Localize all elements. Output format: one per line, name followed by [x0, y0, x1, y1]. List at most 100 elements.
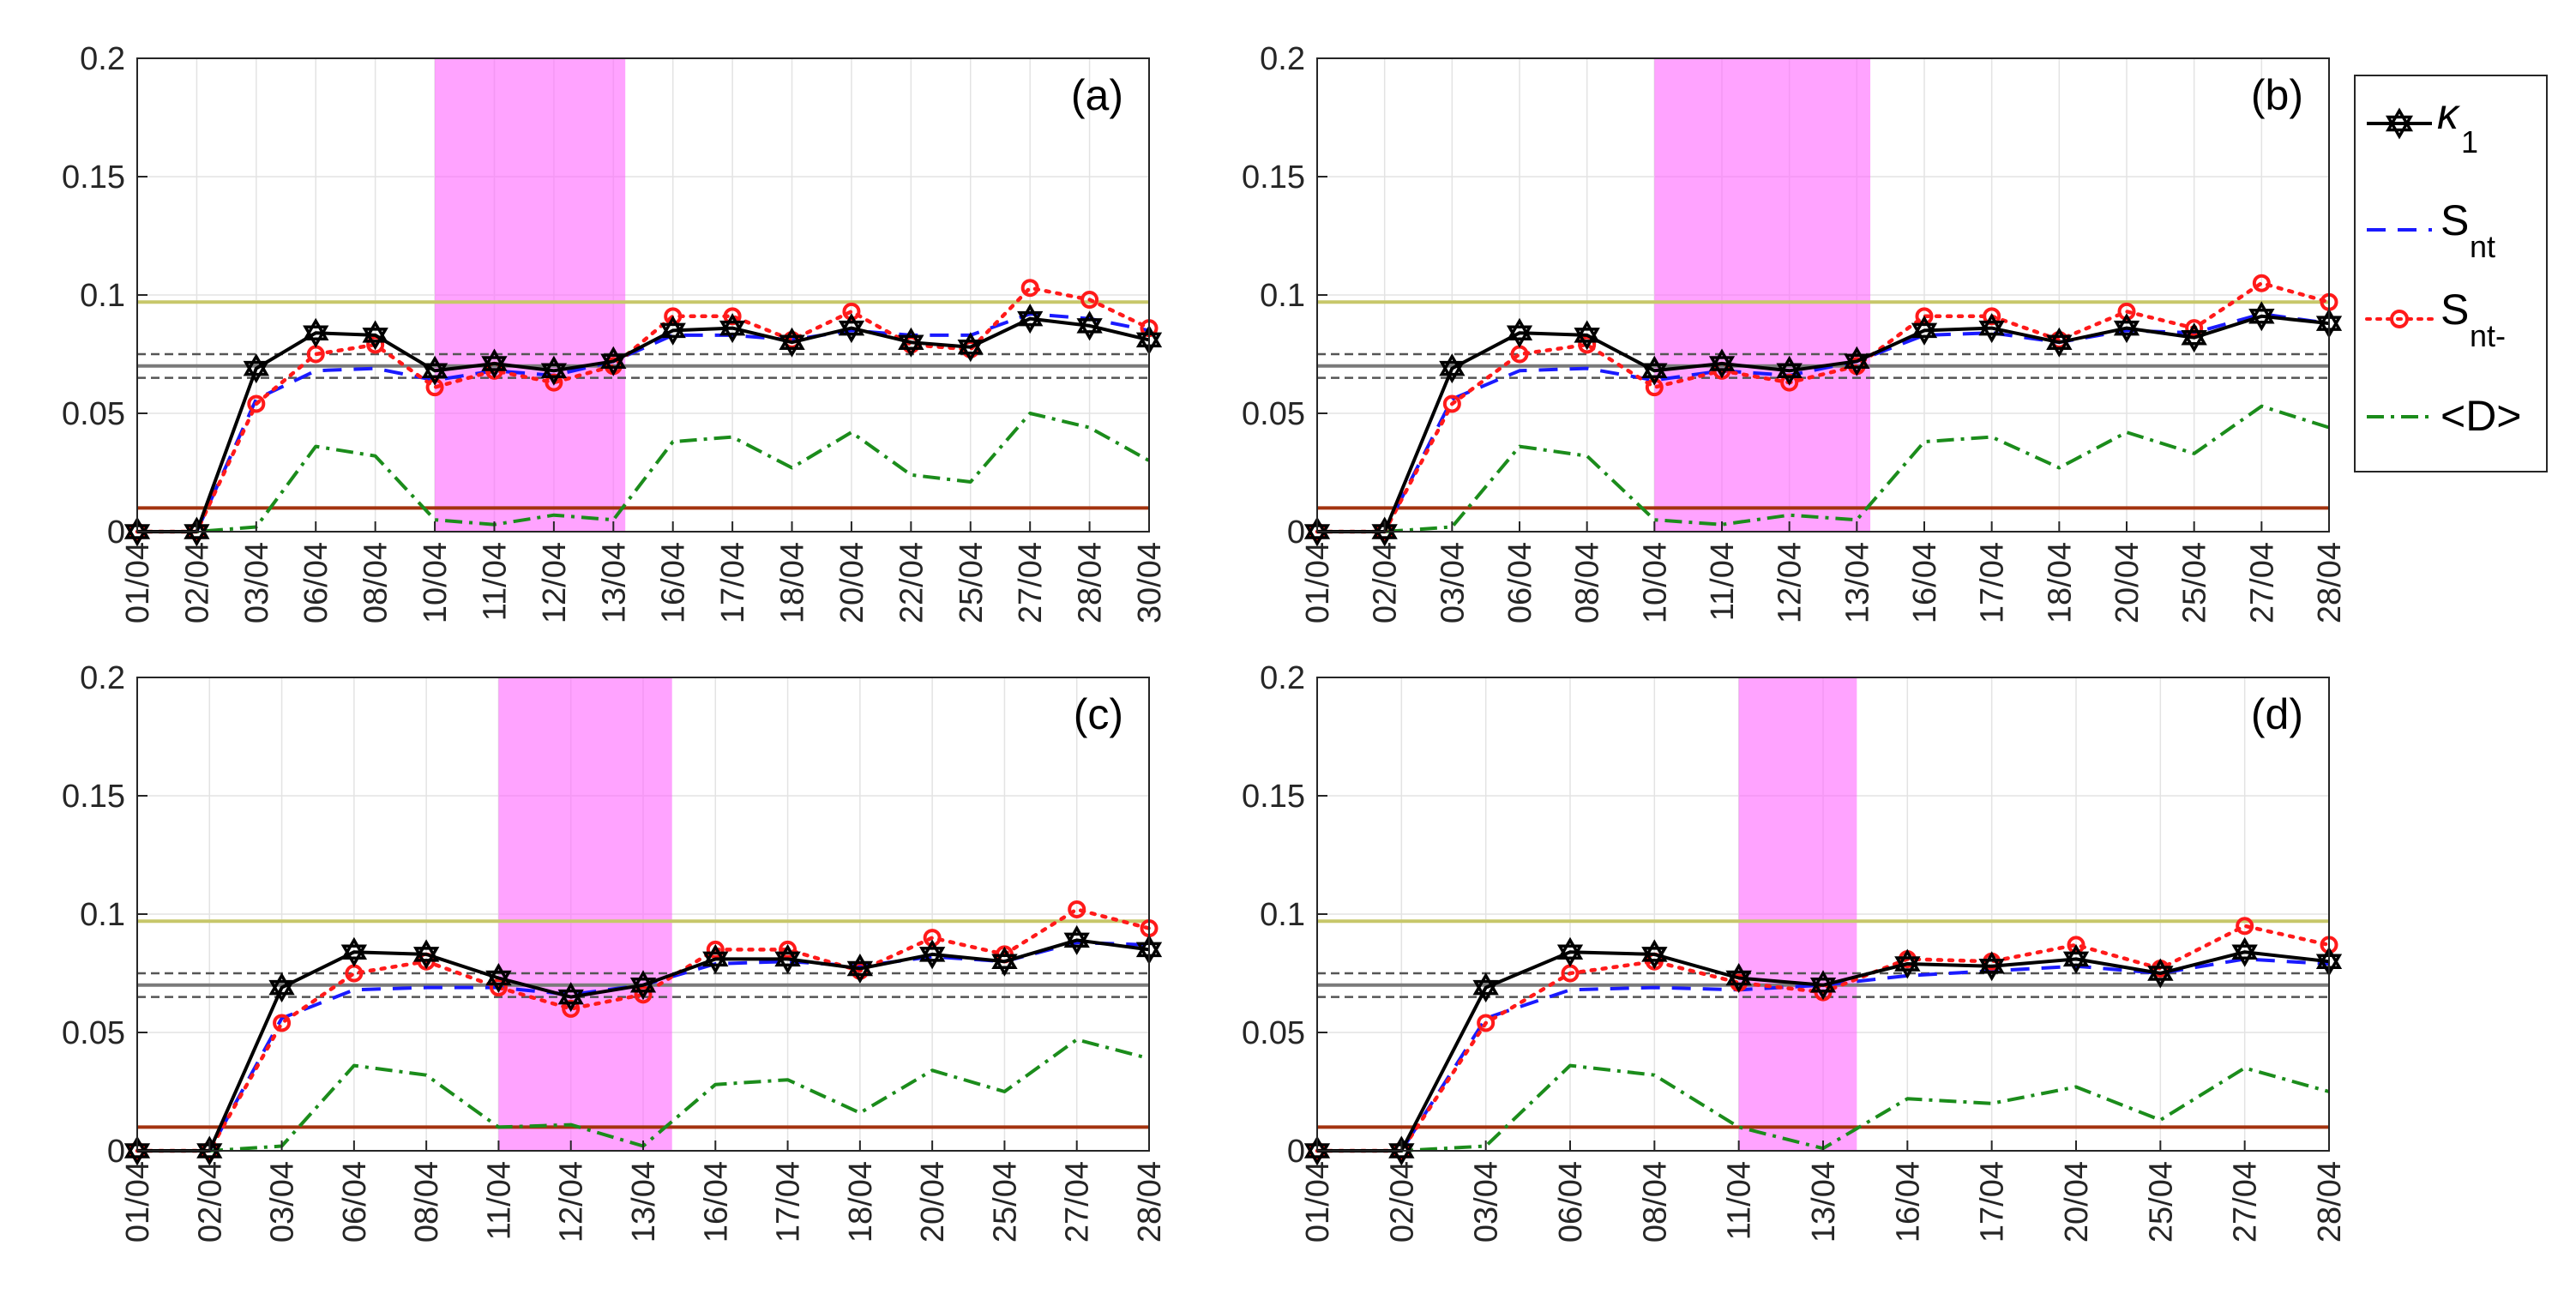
xtick-label: 27/04 — [1060, 1161, 1096, 1243]
panel-label: (d) — [2251, 690, 2303, 738]
series-kappa-point — [2113, 313, 2140, 344]
xtick-label: 06/04 — [337, 1161, 373, 1243]
ytick-label: 0.15 — [1242, 779, 1305, 815]
xtick-label: 11/04 — [1722, 1161, 1758, 1240]
legend-kappa-sub: 1 — [2461, 124, 2478, 159]
series-kappa-point — [481, 348, 508, 379]
ytick-label: 0.05 — [1242, 396, 1305, 432]
xtick-label: 16/04 — [698, 1161, 734, 1243]
series-kappa-point — [2231, 936, 2258, 967]
xtick-label: 01/04 — [1300, 1161, 1336, 1243]
series-sntminus-point — [2236, 917, 2254, 936]
ytick-label: 0.2 — [80, 41, 125, 77]
xtick-label: 13/04 — [596, 542, 632, 623]
series-kappa-point — [485, 963, 512, 993]
xtick-label: 18/04 — [843, 1161, 879, 1243]
panel-a: 0 0.05 0.1 0.15 0.2 01/04 02/04 03/04 06/04 08/04… — [62, 41, 1168, 623]
xtick-label: 27/04 — [2228, 1161, 2264, 1243]
series-kappa-point — [719, 313, 746, 344]
xtick-label: 20/04 — [2059, 1161, 2095, 1243]
xtick-label: 03/04 — [1469, 1161, 1505, 1243]
series-kappa-point — [1978, 313, 2005, 344]
ytick-label: 0.1 — [80, 897, 125, 933]
series-kappa-point — [1574, 320, 1600, 351]
xtick-label: 10/04 — [1637, 542, 1673, 623]
xtick-label: 20/04 — [2110, 542, 2146, 623]
ytick-label: 0.2 — [1260, 660, 1305, 696]
series-kappa-point — [918, 939, 946, 970]
series-kappa-point — [243, 353, 269, 384]
series-sntminus-point — [273, 1014, 292, 1032]
xtick-label: 03/04 — [239, 542, 275, 623]
panel-d: 0 0.05 0.1 0.15 0.2 01/04 02/04 03/04 06/04 08/04… — [1242, 660, 2348, 1243]
legend-sntminus-label: S — [2441, 286, 2469, 334]
xtick-label: 17/04 — [715, 542, 751, 623]
xtick-label: 28/04 — [2312, 542, 2348, 623]
xtick-label: 27/04 — [1013, 542, 1049, 623]
legend-item-snt: S nt — [2367, 196, 2495, 264]
series-kappa-line — [137, 938, 1150, 1153]
legend-item-d: <D> — [2367, 392, 2522, 440]
series-kappa-point — [991, 946, 1018, 977]
xtick-label: 11/04 — [478, 542, 514, 621]
xtick-label: 30/04 — [1132, 542, 1168, 623]
series-kappa-point — [1844, 346, 1870, 376]
series-d-line — [137, 412, 1150, 533]
xtick-label: 08/04 — [1570, 542, 1606, 623]
legend-item-kappa: κ 1 — [2367, 90, 2478, 159]
ytick-label: 0.05 — [1242, 1015, 1305, 1051]
series-kappa-point — [600, 346, 627, 376]
series-sntminus-point — [2185, 319, 2204, 338]
series-kappa-point — [1472, 972, 1499, 1003]
series-sntminus-point — [247, 394, 266, 413]
xtick-label: 01/04 — [1300, 542, 1336, 623]
series-kappa-point — [846, 954, 874, 984]
series-kappa-point — [1708, 348, 1736, 379]
legend-kappa-label: κ — [2437, 90, 2461, 138]
ytick-label: 0.2 — [80, 660, 125, 696]
series-kappa-point — [1809, 970, 1837, 1001]
legend-d-label: <D> — [2441, 392, 2522, 440]
panel-label: (a) — [1071, 71, 1123, 119]
legend-snt-label: S — [2441, 196, 2469, 244]
panel-b: 0 0.05 0.1 0.15 0.2 01/04 02/04 03/04 06/04 08/04… — [1242, 41, 2348, 623]
xtick-label: 11/04 — [1705, 542, 1741, 621]
series-kappa-point — [774, 943, 801, 974]
ytick-label: 0.1 — [80, 278, 125, 314]
series-sntminus-point — [779, 940, 797, 959]
xtick-label: 10/04 — [418, 542, 454, 623]
series-sntminus-point — [1020, 279, 1039, 298]
legend-sntminus-sub: nt- — [2470, 318, 2506, 353]
xtick-label: 20/04 — [915, 1161, 951, 1243]
series-kappa-point — [957, 332, 984, 363]
series-kappa-point — [362, 320, 388, 351]
xtick-label: 12/04 — [537, 542, 573, 623]
xtick-label: 06/04 — [1502, 542, 1538, 623]
ytick-label: 0 — [1287, 515, 1305, 551]
series-kappa-point — [2062, 943, 2090, 974]
xtick-label: 25/04 — [954, 542, 990, 623]
series-kappa-point — [838, 313, 865, 344]
xtick-label: 13/04 — [626, 1161, 662, 1243]
xtick-label: 28/04 — [1073, 542, 1109, 623]
series-kappa-point — [2248, 301, 2275, 332]
series-kappa-point — [898, 327, 924, 358]
panel-label: (b) — [2251, 71, 2303, 119]
series-kappa-point — [1063, 924, 1090, 955]
panels: 0 0.05 0.1 0.15 0.2 01/04 02/04 03/04 06/04 08/04… — [62, 41, 2348, 1243]
xtick-label: 25/04 — [2177, 542, 2213, 623]
xtick-label: 02/04 — [179, 542, 215, 623]
xtick-label: 17/04 — [1975, 1161, 2011, 1243]
shaded-region — [435, 58, 626, 532]
xtick-label: 16/04 — [1890, 1161, 1926, 1243]
series-kappa-point — [412, 939, 440, 970]
xtick-label: 06/04 — [298, 542, 334, 623]
series-kappa-point — [779, 327, 805, 358]
legend-box — [2354, 75, 2548, 472]
xtick-label: 12/04 — [554, 1161, 590, 1243]
series-kappa-point — [629, 970, 657, 1001]
ytick-label: 0.15 — [62, 159, 125, 196]
series-sntminus-point — [1442, 394, 1461, 413]
series-kappa-point — [1506, 317, 1533, 348]
